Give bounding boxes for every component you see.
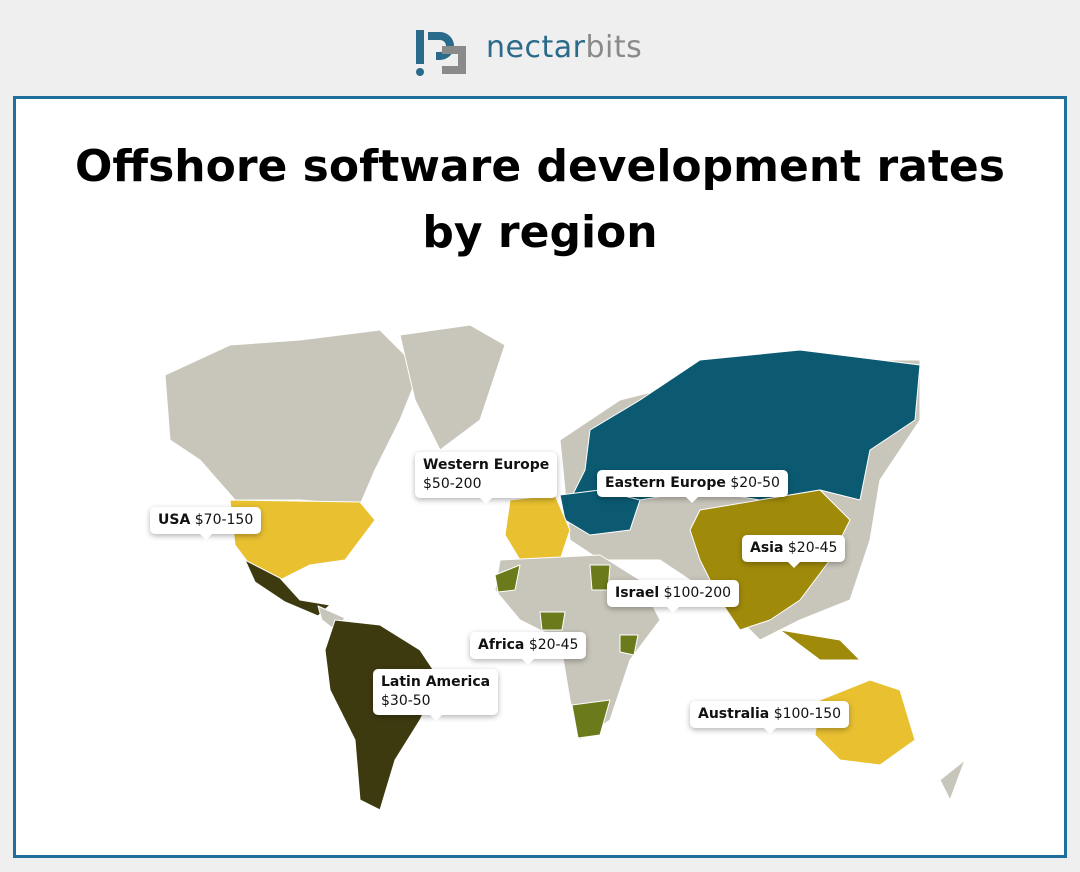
title: Offshore software development rates by r… (75, 141, 1005, 258)
region-name: Latin America (381, 674, 491, 690)
region-name: USA (158, 512, 191, 528)
region-label: Eastern Europe $20-50 (597, 470, 788, 503)
region-rate: $20-50 (730, 475, 780, 491)
region-label: Western Europe $50-200 (415, 452, 558, 504)
region-rate: $20-45 (787, 540, 838, 556)
region-label: Israel $100-200 (607, 580, 740, 613)
region-name: Africa (478, 637, 525, 653)
region-rate: $20-45 (528, 637, 579, 653)
region-name: Australia (698, 706, 770, 722)
region-rate: $50-200 (423, 476, 482, 492)
region-rate: $30-50 (381, 693, 431, 709)
region-rate: $100-200 (663, 585, 732, 601)
region-label: USA $70-150 (150, 507, 262, 540)
region-name: Eastern Europe (605, 475, 726, 491)
region-label: Africa $20-45 (470, 632, 587, 665)
logo-text: nectarbits (486, 30, 642, 65)
region-rate: $100-150 (773, 706, 842, 722)
logo-part: nectar (486, 30, 586, 65)
region-name: Western Europe (423, 457, 550, 473)
region-name: Israel (615, 585, 660, 601)
region-label: Latin America $30-50 (373, 669, 499, 721)
region-label: Asia $20-45 (742, 535, 846, 568)
region-rate: $70-150 (194, 512, 254, 528)
logo-part: bits (585, 30, 643, 65)
logo-icon (416, 30, 466, 76)
region-name: Asia (750, 540, 784, 556)
region-label: Australia $100-150 (690, 701, 850, 734)
